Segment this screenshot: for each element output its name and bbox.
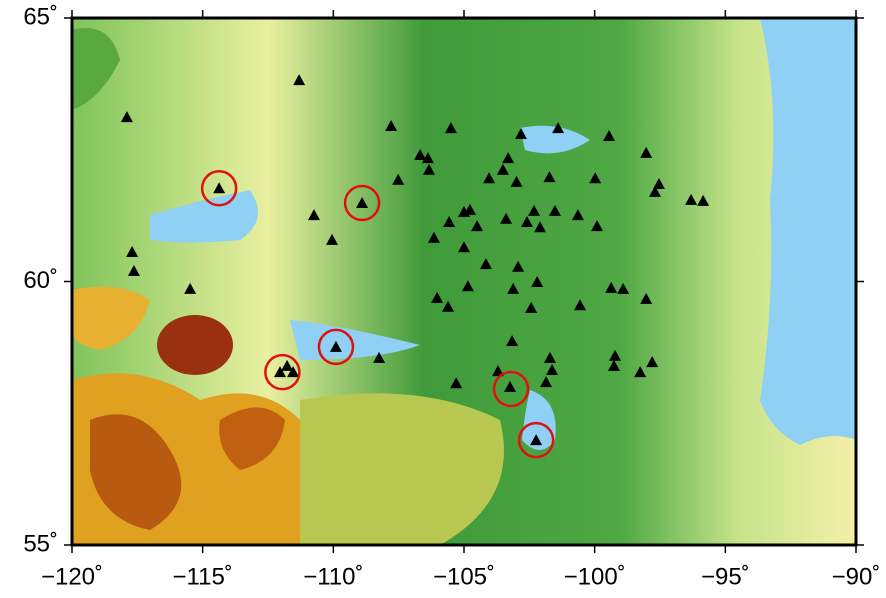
y-tick-label: 60˚ xyxy=(23,267,58,294)
x-tick-label: −110˚ xyxy=(303,563,363,590)
y-tick-label: 65˚ xyxy=(23,3,58,30)
x-tick-label: −90˚ xyxy=(832,563,881,590)
x-tick-label: −115˚ xyxy=(173,563,233,590)
x-tick-label: −95˚ xyxy=(701,563,750,590)
x-tick-label: −105˚ xyxy=(433,563,495,590)
map: −120˚ −115˚ −110˚ −105˚ −100˚ −95˚ −90˚ 55˚ 60˚ 6… xyxy=(0,0,886,593)
y-tick-label: 55˚ xyxy=(23,530,58,557)
x-tick-label: −100˚ xyxy=(564,563,626,590)
x-tick-label: −120˚ xyxy=(41,563,103,590)
page: {"chart_data": {"type": "scatter", "x": … xyxy=(0,0,886,593)
terrain-background xyxy=(72,18,856,545)
